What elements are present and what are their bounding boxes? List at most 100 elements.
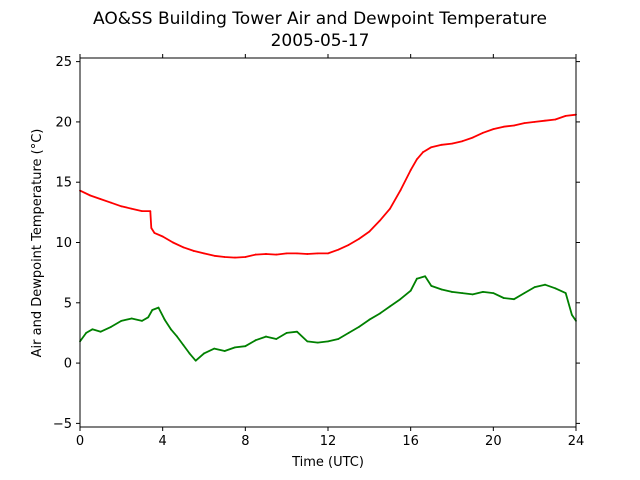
series-1-point bbox=[409, 289, 412, 292]
x-tick-label: 0 bbox=[76, 434, 84, 449]
series-0-point bbox=[316, 252, 319, 255]
series-1-point bbox=[223, 350, 226, 352]
series-0-point bbox=[337, 248, 340, 251]
series-1-point bbox=[523, 292, 526, 295]
series-0-point bbox=[130, 207, 133, 210]
series-1-point bbox=[482, 291, 484, 293]
series-1-point bbox=[471, 293, 474, 296]
series-1-point bbox=[213, 347, 216, 350]
series-1-point bbox=[188, 352, 191, 355]
series-1-point bbox=[151, 309, 154, 311]
series-line-0 bbox=[79, 113, 577, 259]
series-0-point bbox=[89, 194, 92, 197]
x-axis-label: Time (UTC) bbox=[291, 455, 364, 470]
series-0-point bbox=[254, 253, 257, 256]
series-0-point bbox=[161, 235, 164, 238]
series-0-point bbox=[213, 254, 216, 257]
series-1-point bbox=[399, 298, 402, 301]
series-0-point bbox=[192, 250, 195, 252]
y-axis-label: Air and Dewpoint Temperature (°C) bbox=[30, 129, 45, 358]
x-tick-label: 20 bbox=[485, 434, 502, 449]
series-1-point bbox=[306, 340, 309, 343]
series-0-point bbox=[285, 252, 288, 255]
series-0-point bbox=[440, 143, 443, 146]
x-tick-label: 24 bbox=[568, 434, 585, 449]
series-0-point bbox=[234, 256, 236, 259]
series-1-point bbox=[513, 298, 515, 301]
series-0-point bbox=[544, 119, 546, 122]
series-1-point bbox=[461, 292, 464, 295]
series-1-point bbox=[424, 275, 427, 278]
series-0-point bbox=[358, 237, 360, 240]
y-axis: −5 0 5 10 15 20 25 bbox=[53, 55, 580, 432]
series-1-point bbox=[234, 346, 236, 349]
series-1-point bbox=[430, 285, 433, 287]
series-0-point bbox=[492, 128, 495, 131]
series-0-point bbox=[99, 198, 102, 200]
series-0-point bbox=[461, 140, 464, 143]
series-1-point bbox=[91, 328, 94, 331]
series-0-point bbox=[306, 253, 309, 255]
series-1-point bbox=[265, 335, 267, 338]
series-0-point bbox=[422, 151, 424, 153]
series-1-point bbox=[554, 287, 557, 290]
series-0-point bbox=[120, 205, 123, 208]
series-1-point bbox=[110, 326, 112, 328]
series-0-point bbox=[523, 122, 526, 125]
series-0-point bbox=[368, 230, 371, 233]
series-1-point bbox=[337, 338, 340, 340]
series-0-point bbox=[451, 142, 453, 145]
series-0-point bbox=[265, 253, 267, 255]
series-layer bbox=[79, 113, 577, 362]
series-1-point bbox=[99, 330, 102, 333]
series-1-point bbox=[415, 277, 418, 280]
series-1-point bbox=[157, 306, 160, 309]
series-1-point bbox=[176, 335, 179, 338]
series-1-point bbox=[358, 326, 360, 328]
series-0-point bbox=[153, 231, 156, 234]
plot-frame bbox=[79, 57, 577, 428]
series-0-point bbox=[430, 146, 433, 149]
series-1-point bbox=[163, 318, 166, 321]
series-line-1 bbox=[79, 275, 577, 362]
series-1-point bbox=[492, 292, 495, 295]
series-0-point bbox=[564, 114, 567, 117]
series-0-point bbox=[141, 210, 143, 213]
series-0-point bbox=[223, 256, 226, 258]
series-0-point bbox=[327, 252, 329, 255]
y-tick-label: 20 bbox=[55, 115, 72, 130]
series-0-point bbox=[554, 118, 557, 121]
series-1-point bbox=[502, 297, 505, 299]
series-1-point bbox=[244, 345, 247, 348]
series-0-point bbox=[409, 169, 412, 172]
series-1-point bbox=[327, 340, 329, 343]
series-0-point bbox=[149, 210, 152, 213]
series-0-point bbox=[347, 244, 350, 246]
series-1-point bbox=[347, 332, 350, 334]
chart-title: AO&SS Building Tower Air and Dewpoint Te… bbox=[93, 9, 547, 29]
x-tick-label: 12 bbox=[320, 434, 337, 449]
series-1-point bbox=[378, 312, 381, 315]
series-1-point bbox=[451, 291, 453, 293]
x-tick-label: 4 bbox=[159, 434, 167, 449]
series-1-point bbox=[130, 317, 133, 320]
x-tick-label: 8 bbox=[241, 434, 249, 449]
series-1-point bbox=[533, 286, 536, 289]
series-0-point bbox=[399, 189, 402, 192]
y-tick-label: 0 bbox=[64, 357, 72, 372]
y-tick-label: 25 bbox=[55, 55, 72, 70]
series-1-point bbox=[570, 313, 573, 316]
y-tick-label: 5 bbox=[64, 296, 72, 311]
series-1-point bbox=[296, 330, 298, 333]
x-axis: 0 4 8 12 16 20 24 bbox=[76, 54, 584, 449]
series-0-point bbox=[513, 124, 515, 127]
series-1-point bbox=[316, 341, 319, 344]
series-1-point bbox=[194, 359, 197, 362]
y-tick-label: 10 bbox=[55, 236, 72, 251]
series-0-point bbox=[203, 252, 205, 255]
series-0-point bbox=[482, 131, 484, 134]
series-1-point bbox=[544, 283, 546, 286]
series-0-point bbox=[275, 253, 278, 256]
y-tick-label: 15 bbox=[55, 176, 72, 191]
series-1-point bbox=[170, 328, 172, 331]
